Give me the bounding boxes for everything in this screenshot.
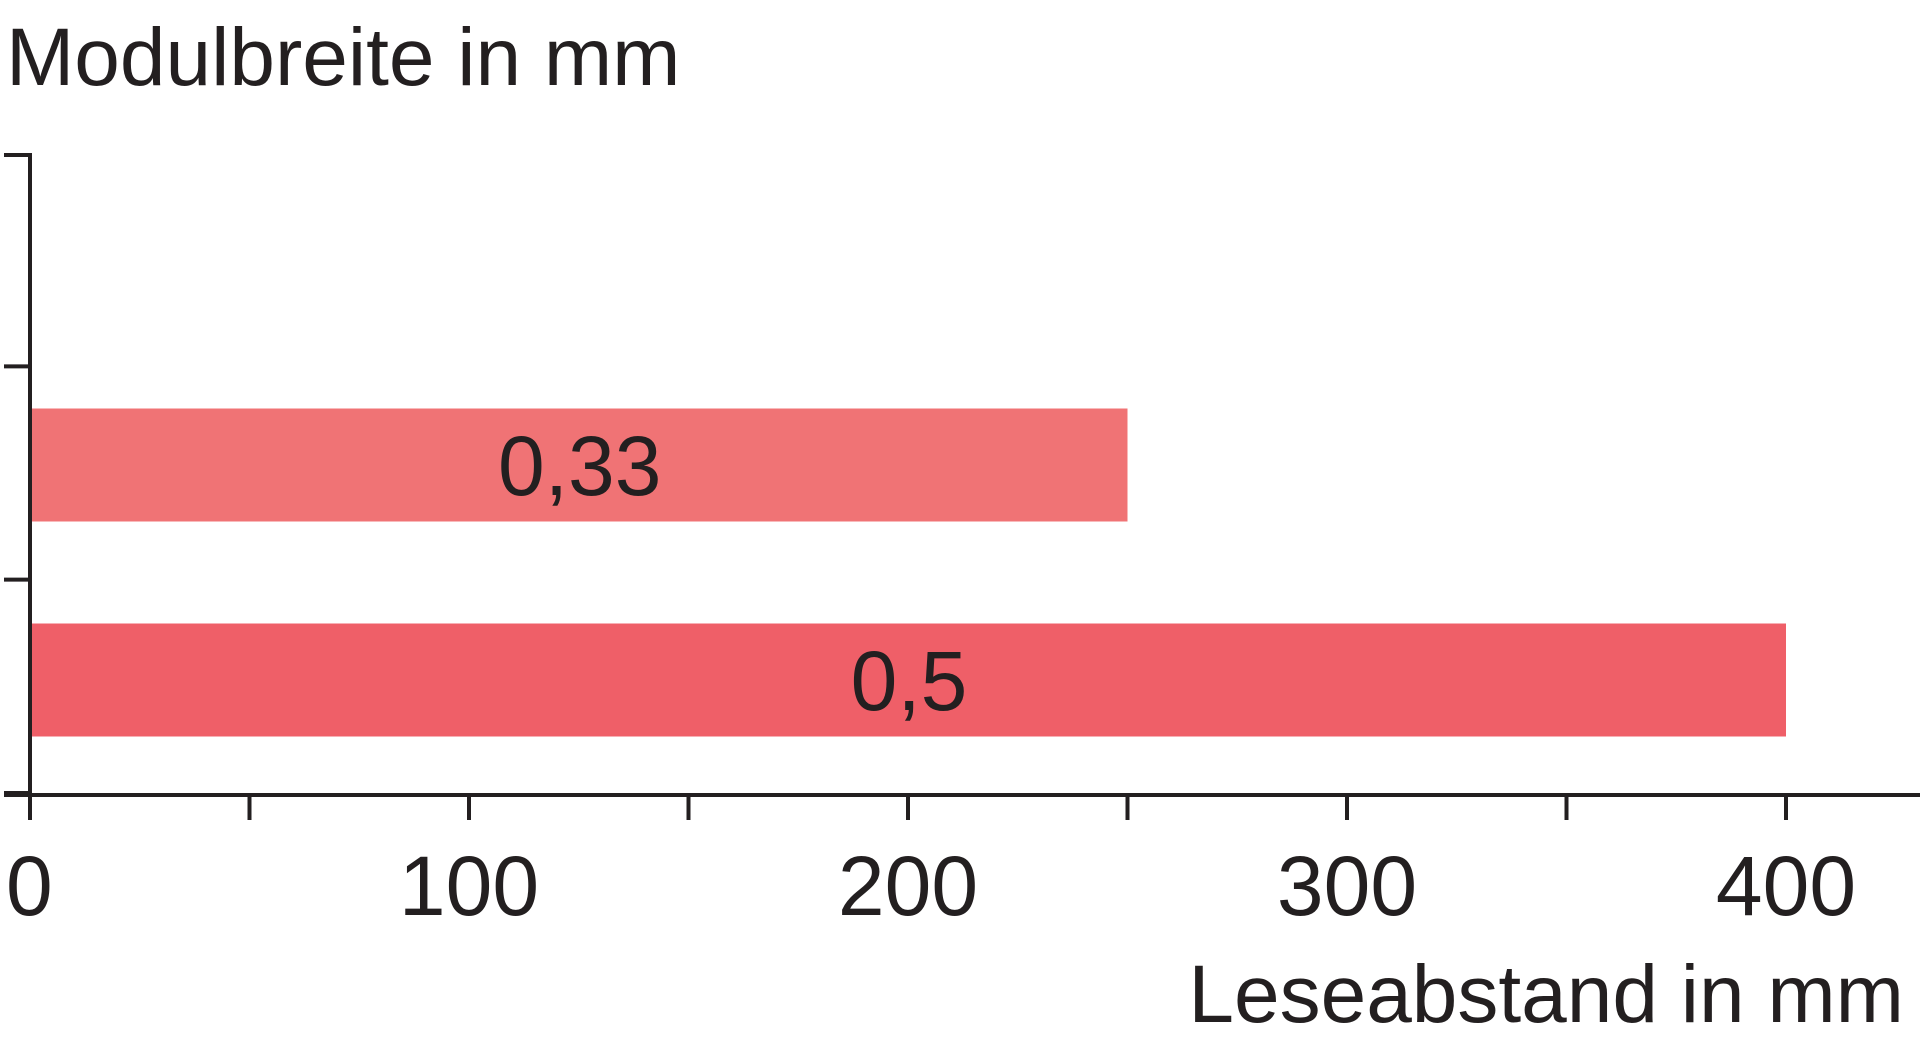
bar [32,623,1786,737]
y-axis-title: Modulbreite in mm [6,12,680,103]
bar-value-label: 0,33 [498,419,662,513]
x-tick-label: 0 [6,839,53,933]
x-ticks-layer [28,795,1788,820]
bars-layer [32,408,1786,737]
y-ticks-layer [4,153,30,795]
bar-labels-layer: 0,33 0,5 [498,419,967,728]
x-tick-label: 200 [838,839,978,933]
x-axis-title: Leseabstand in mm [1188,949,1904,1040]
x-tick-label: 400 [1716,839,1856,933]
x-tick-labels: 0 100 200 300 400 [6,839,1856,933]
x-tick-label: 300 [1277,839,1417,933]
x-tick-label: 100 [399,839,539,933]
bar [32,408,1128,522]
bar-value-label: 0,5 [851,634,968,728]
